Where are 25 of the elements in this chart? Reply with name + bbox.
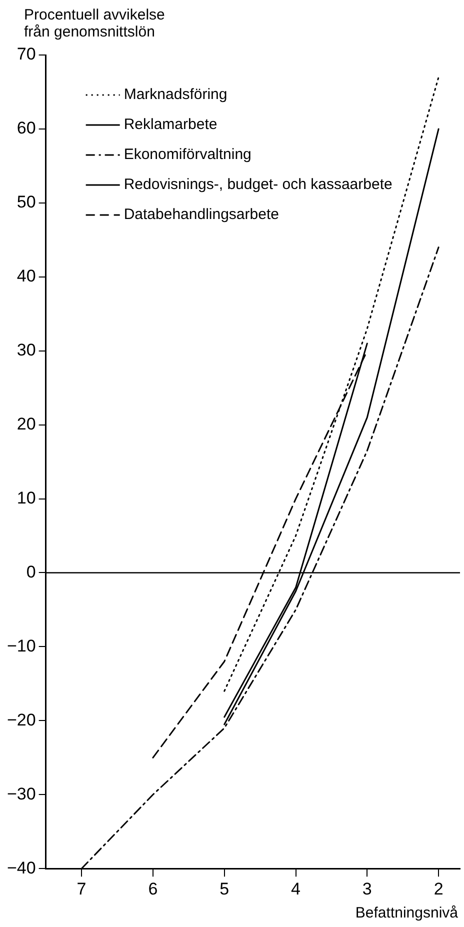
legend-label: Marknadsföring bbox=[124, 86, 228, 104]
x-tick-label: 4 bbox=[291, 879, 300, 898]
legend-label: Databehandlingsarbete bbox=[124, 206, 279, 224]
y-tick-label: −20 bbox=[6, 710, 36, 730]
x-axis-title: Befattningsnivå bbox=[355, 904, 459, 922]
legend-label: Ekonomiförvaltning bbox=[124, 146, 252, 164]
legend-label: Reklamarbete bbox=[124, 116, 218, 134]
x-tick-label: 5 bbox=[220, 879, 230, 898]
y-tick-label: −30 bbox=[6, 784, 36, 804]
y-tick-label: 60 bbox=[16, 118, 36, 138]
y-tick-label: 10 bbox=[16, 488, 36, 508]
x-tick-label: 2 bbox=[434, 879, 444, 898]
x-tick-label: 7 bbox=[76, 879, 86, 898]
y-tick-label: −10 bbox=[6, 636, 36, 656]
legend-label: Redovisnings-, budget- och kassaarbete bbox=[124, 176, 392, 194]
x-tick-label: 6 bbox=[148, 879, 158, 898]
y-tick-label: 50 bbox=[16, 192, 36, 212]
y-tick-label: 30 bbox=[16, 340, 36, 360]
y-tick-label: 20 bbox=[16, 414, 36, 434]
y-tick-label: −40 bbox=[6, 858, 36, 878]
y-tick-label: 70 bbox=[16, 44, 36, 64]
y-tick-label: 40 bbox=[16, 266, 36, 286]
y-axis-title: Procentuell avvikelse från genomsnittslön bbox=[24, 6, 165, 41]
x-tick-label: 3 bbox=[362, 879, 372, 898]
y-tick-label: 0 bbox=[26, 562, 36, 582]
